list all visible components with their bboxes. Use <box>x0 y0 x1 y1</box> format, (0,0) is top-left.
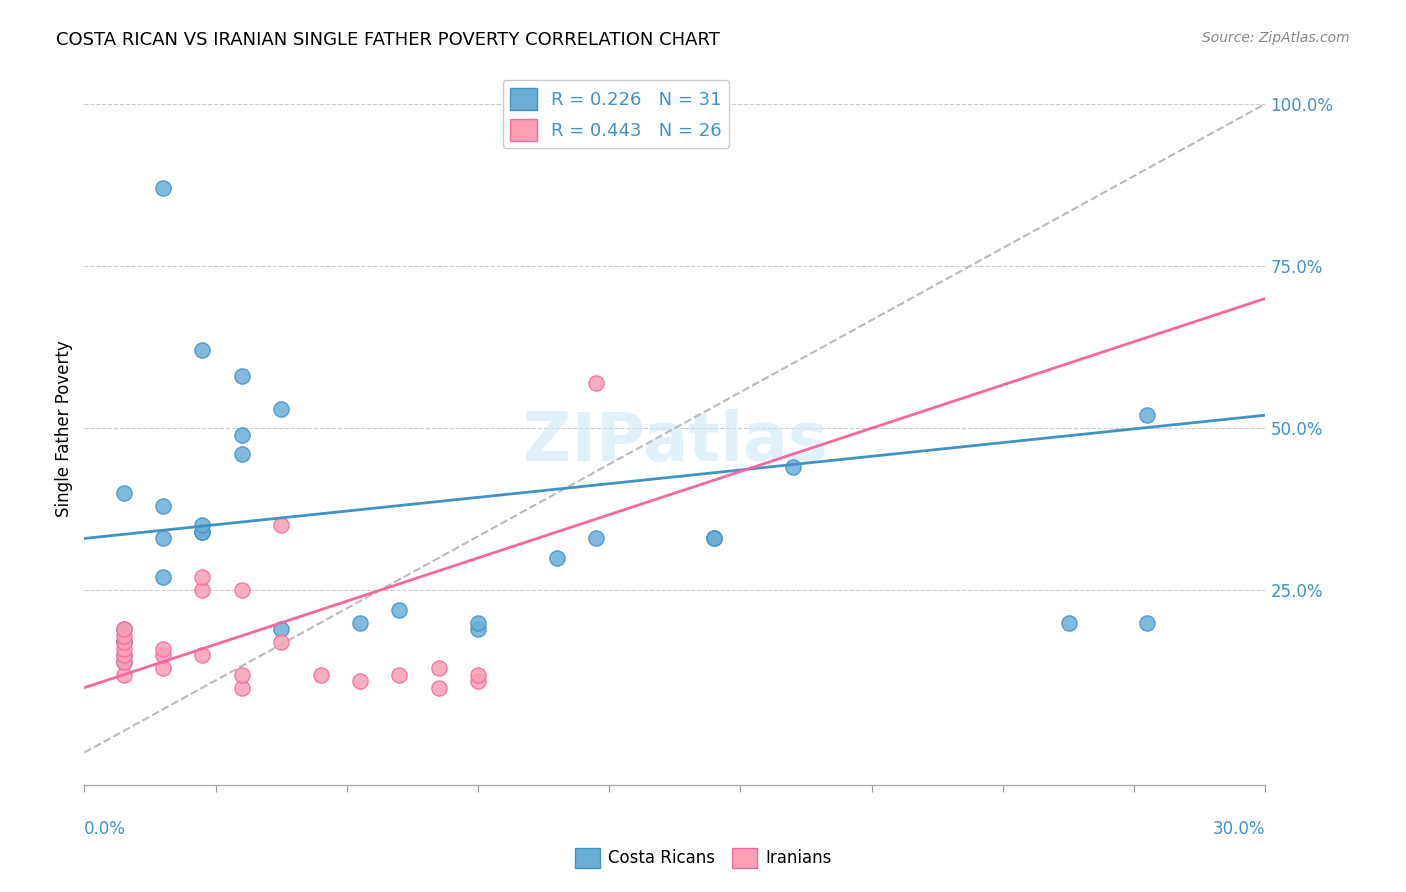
Point <box>231 583 253 598</box>
Legend: R = 0.226   N = 31, R = 0.443   N = 26: R = 0.226 N = 31, R = 0.443 N = 26 <box>502 80 730 148</box>
Point <box>112 635 135 649</box>
Point <box>152 181 174 195</box>
Point <box>152 648 174 663</box>
Text: Source: ZipAtlas.com: Source: ZipAtlas.com <box>1202 31 1350 45</box>
Legend: Costa Ricans, Iranians: Costa Ricans, Iranians <box>568 841 838 875</box>
Point <box>1136 615 1159 630</box>
Point <box>427 661 450 675</box>
Point <box>112 486 135 500</box>
Point <box>349 615 371 630</box>
Point <box>112 635 135 649</box>
Point <box>152 532 174 546</box>
Point <box>467 674 489 689</box>
Point <box>152 570 174 584</box>
Point <box>231 369 253 384</box>
Point <box>112 622 135 636</box>
Point <box>467 622 489 636</box>
Point <box>703 532 725 546</box>
Point <box>112 641 135 656</box>
Point <box>231 427 253 442</box>
Text: COSTA RICAN VS IRANIAN SINGLE FATHER POVERTY CORRELATION CHART: COSTA RICAN VS IRANIAN SINGLE FATHER POV… <box>56 31 720 49</box>
Point <box>782 460 804 475</box>
Point <box>585 376 607 390</box>
Point <box>191 583 214 598</box>
Point <box>112 667 135 681</box>
Point <box>152 641 174 656</box>
Point <box>231 667 253 681</box>
Point <box>112 648 135 663</box>
Point <box>703 532 725 546</box>
Point <box>1057 615 1080 630</box>
Point <box>231 681 253 695</box>
Point <box>112 648 135 663</box>
Text: ZIPatlas: ZIPatlas <box>523 409 827 475</box>
Point <box>467 615 489 630</box>
Point <box>467 667 489 681</box>
Point <box>152 661 174 675</box>
Point <box>231 447 253 461</box>
Point <box>191 570 214 584</box>
Point <box>388 603 411 617</box>
Point <box>388 667 411 681</box>
Point <box>270 635 292 649</box>
Point <box>112 655 135 669</box>
Point <box>191 524 214 539</box>
Point <box>1136 408 1159 422</box>
Point <box>270 401 292 416</box>
Point <box>270 518 292 533</box>
Point <box>585 532 607 546</box>
Text: 30.0%: 30.0% <box>1213 820 1265 838</box>
Point <box>112 629 135 643</box>
Point <box>191 518 214 533</box>
Point <box>112 622 135 636</box>
Point <box>349 674 371 689</box>
Point <box>152 499 174 513</box>
Point <box>270 622 292 636</box>
Point <box>191 343 214 358</box>
Point <box>112 635 135 649</box>
Point <box>112 655 135 669</box>
Text: 0.0%: 0.0% <box>84 820 127 838</box>
Y-axis label: Single Father Poverty: Single Father Poverty <box>55 340 73 516</box>
Point <box>546 550 568 565</box>
Point <box>191 648 214 663</box>
Point <box>309 667 332 681</box>
Point <box>191 524 214 539</box>
Point <box>427 681 450 695</box>
